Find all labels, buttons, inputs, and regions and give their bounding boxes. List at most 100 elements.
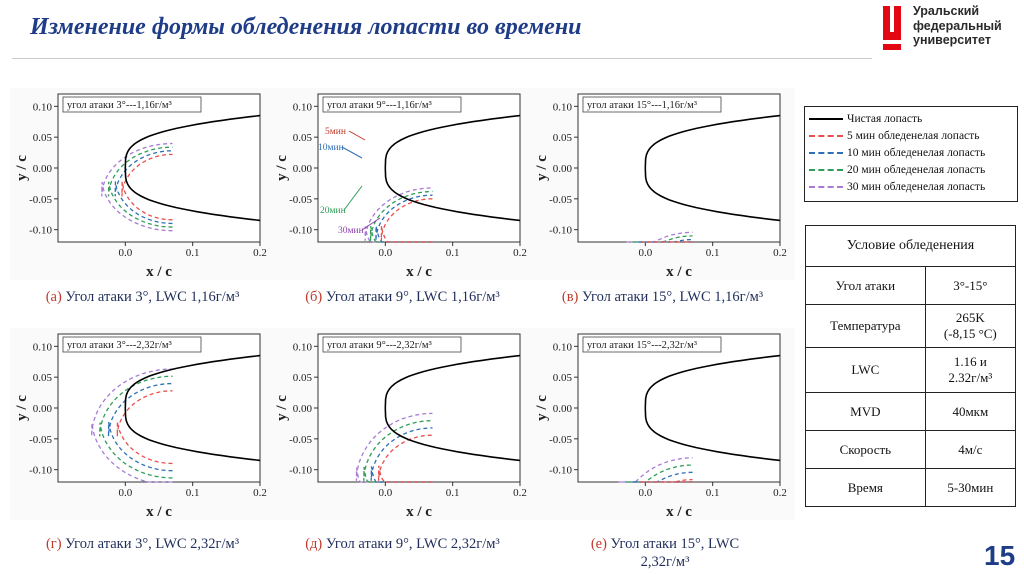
ice-curve-3	[99, 375, 173, 479]
chart-panel-b: 0.0 0.1 0.2 0.10 0.05 0.00 -0.05 -0.10 x / c y / …	[270, 88, 535, 280]
condition-value-line: (-8,15 °C)	[943, 326, 997, 341]
y-tick-label: -0.05	[549, 434, 572, 446]
condition-value: 4м/с	[924, 430, 1017, 469]
university-logo: Уральский федеральный университет	[880, 4, 1020, 54]
y-tick-label: -0.10	[549, 465, 572, 477]
y-tick-label: 0.10	[553, 341, 573, 353]
panel-label: угол атаки 9°---2,32г/м³	[327, 340, 432, 351]
panel-label-box	[62, 96, 202, 113]
condition-value: 1.16 и 2.32г/м³	[924, 347, 1017, 393]
legend-label: 10 мин обледенелая лопасть	[847, 147, 986, 159]
title-divider	[12, 58, 872, 59]
y-tick-label: -0.05	[29, 194, 52, 206]
chart-panel-c: 0.0 0.1 0.2 0.10 0.05 0.00 -0.05 -0.10 x / c y / …	[530, 88, 795, 280]
caption-text: Угол атаки 9°, LWC 2,32г/м³	[325, 536, 500, 552]
y-axis-label: y / c	[534, 155, 550, 181]
y-tick-label: -0.05	[29, 434, 52, 446]
y-axis-label: y / c	[534, 395, 550, 421]
panel-label: угол атаки 15°---1,16г/м³	[587, 100, 697, 111]
clean-blade-curve	[384, 114, 521, 222]
caption-letter: (в)	[561, 289, 579, 305]
legend-label: 20 мин обледенелая лопасть	[847, 164, 986, 176]
y-axis-label: y / c	[274, 155, 290, 181]
x-axis-label: x / c	[666, 264, 692, 280]
y-tick-label: 0.00	[33, 403, 53, 415]
y-tick-label: -0.05	[549, 194, 572, 206]
y-tick-label: 0.10	[293, 341, 313, 353]
ice-curve-1	[380, 198, 433, 243]
x-tick-label: 0.2	[513, 487, 527, 499]
annotation-arrow	[348, 130, 366, 141]
condition-value: 265K (-8,15 °C)	[924, 304, 1017, 348]
urfu-logo-icon	[883, 6, 901, 50]
chart-a: 0.0 0.1 0.2 0.10 0.05 0.00 -0.05 -0.10 x / c y / …	[14, 93, 267, 280]
caption-letter: (д)	[305, 536, 323, 552]
y-tick-label: -0.10	[289, 225, 312, 237]
annotation-arrow	[341, 146, 363, 159]
panel-label: угол атаки 9°---1,16г/м³	[327, 100, 432, 111]
plot-area	[577, 333, 781, 483]
caption-text: Угол атаки 3°, LWC 1,16г/м³	[65, 289, 240, 305]
clean-blade-curve	[644, 354, 781, 462]
page-title: Изменение формы обледенения лопасти во в…	[30, 14, 582, 40]
y-axis-label: y / c	[14, 155, 30, 181]
y-tick-label: -0.10	[29, 225, 52, 237]
legend-label: 5 мин обледенелая лопасть	[847, 130, 980, 142]
x-axis-label: x / c	[146, 504, 172, 520]
ice-curve-4	[91, 368, 173, 483]
chart-panel-a: 0.0 0.1 0.2 0.10 0.05 0.00 -0.05 -0.10 x / c y / …	[10, 88, 275, 280]
conditions-table: Условие обледенения Угол атаки 3°-15° Тем…	[805, 225, 1017, 507]
chart-e: 0.0 0.1 0.2 0.10 0.05 0.00 -0.05 -0.10 x / c y / …	[274, 333, 527, 520]
legend-item: 30 мин обледенелая лопасть	[809, 181, 985, 196]
legend-swatch	[809, 135, 843, 138]
panel-label: угол атаки 15°---2,32г/м³	[587, 340, 697, 351]
x-axis-label: x / c	[666, 504, 692, 520]
legend-swatch	[809, 118, 843, 121]
ice-curve-4	[101, 142, 173, 232]
x-tick-label: 0.0	[638, 487, 652, 499]
panel-label-box	[322, 96, 462, 113]
y-tick-label: 0.05	[33, 132, 53, 144]
y-tick-label: 0.05	[553, 372, 573, 384]
caption-letter: (е)	[590, 536, 607, 552]
x-tick-label: 0.2	[773, 247, 787, 259]
y-tick-label: 0.05	[293, 132, 313, 144]
plot-area	[57, 93, 261, 243]
ice-curve-4	[364, 187, 433, 243]
clean-blade-curve	[644, 114, 781, 222]
legend-swatch	[809, 186, 843, 189]
panel-label-box	[582, 336, 722, 353]
legend-label: Чистая лопасть	[847, 113, 923, 125]
y-tick-label: 0.10	[293, 101, 313, 113]
ice-curve-1	[377, 434, 433, 483]
clean-blade-curve	[124, 354, 261, 462]
condition-name: Угол атаки	[805, 266, 926, 305]
legend-swatch	[809, 152, 843, 155]
x-tick-label: 0.0	[118, 487, 132, 499]
y-axis-label: y / c	[14, 395, 30, 421]
y-tick-label: -0.10	[289, 465, 312, 477]
condition-value: 3°-15°	[924, 266, 1017, 305]
caption-letter: (б)	[305, 289, 323, 305]
x-tick-label: 0.2	[773, 487, 787, 499]
ice-curve-3	[363, 420, 433, 483]
conditions-header: Условие обледенения	[805, 225, 1016, 267]
page-number: 15	[984, 540, 1016, 571]
x-tick-label: 0.1	[706, 247, 720, 259]
plot-area	[317, 333, 521, 483]
legend-item: 5 мин обледенелая лопасть	[809, 130, 979, 145]
legend-item: 20 мин обледенелая лопасть	[809, 164, 985, 179]
x-tick-label: 0.2	[513, 247, 527, 259]
caption-f: (е) Угол атаки 15°, LWC 2,32г/м³	[560, 535, 770, 571]
ice-curve-2	[114, 150, 173, 225]
caption-a: (а) Угол атаки 3°, LWC 1,16г/м³	[10, 288, 275, 306]
clean-blade-curve	[384, 354, 521, 462]
y-tick-label: 0.00	[293, 163, 313, 175]
y-tick-label: 0.05	[33, 372, 53, 384]
logo-line-1: Уральский	[913, 4, 980, 18]
y-tick-label: -0.05	[289, 434, 312, 446]
annotation-label: 30мин	[338, 226, 364, 236]
caption-text: Угол атаки 15°, LWC	[610, 536, 740, 552]
annotation-label: 10мин	[318, 143, 344, 153]
y-tick-label: 0.00	[553, 403, 573, 415]
